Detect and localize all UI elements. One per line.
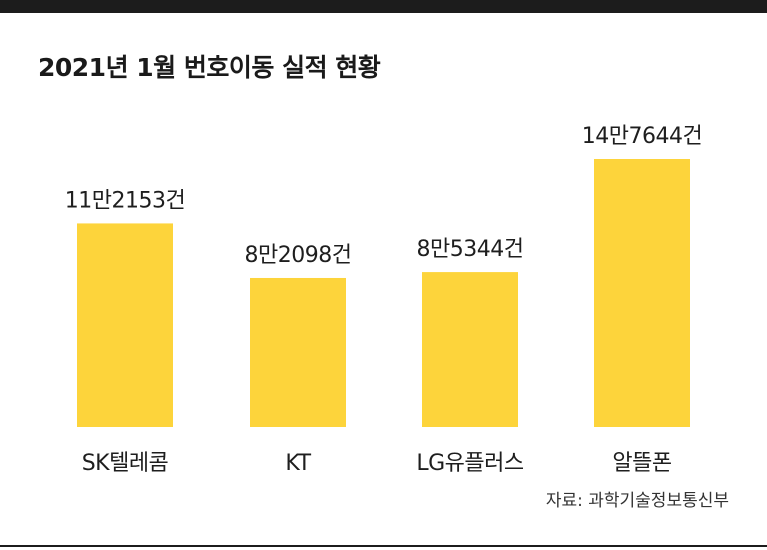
bar-3 [594,159,690,427]
bar-value-label-3: 14만7644건 [582,124,702,149]
bar-value-label-0: 11만2153건 [65,188,185,213]
category-label-2: LG유플러스 [416,451,524,476]
category-label-0: SK텔레콤 [82,451,169,476]
bar-2 [422,272,518,427]
bar-value-label-1: 8만2098건 [245,243,352,268]
source-note: 자료: 과학기술정보통신부 [545,491,729,511]
chart-title: 2021년 1월 번호이동 실적 현황 [38,53,381,82]
category-label-1: KT [285,451,311,476]
bar-1 [250,277,346,427]
top-rule [0,0,767,13]
category-label-3: 알뜰폰 [612,451,671,476]
bottom-rule [0,545,767,547]
bar-0 [77,223,173,427]
bar-value-label-2: 8만5344건 [417,237,524,262]
